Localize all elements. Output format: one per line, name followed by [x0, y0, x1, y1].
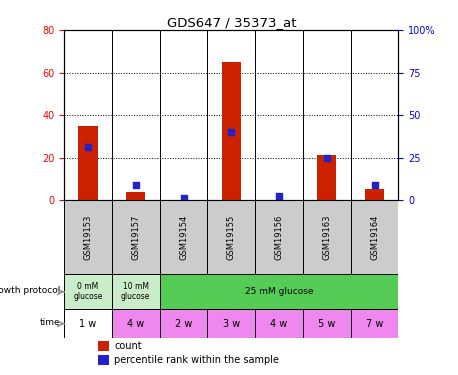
Bar: [160, 309, 207, 338]
Text: 0 mM
glucose: 0 mM glucose: [73, 282, 103, 302]
Text: 3 w: 3 w: [223, 319, 240, 328]
Text: GSM19155: GSM19155: [227, 214, 236, 260]
Bar: [255, 309, 303, 338]
Text: 4 w: 4 w: [270, 319, 288, 328]
Bar: [98, 341, 109, 351]
Text: time: time: [40, 318, 61, 327]
Text: 4 w: 4 w: [127, 319, 144, 328]
Bar: [64, 200, 112, 274]
Point: [323, 154, 331, 160]
Bar: [160, 200, 207, 274]
Text: count: count: [114, 341, 142, 351]
Bar: [365, 189, 384, 200]
Bar: [64, 274, 112, 309]
Text: GSM19153: GSM19153: [83, 214, 93, 260]
Bar: [64, 309, 112, 338]
Text: 5 w: 5 w: [318, 319, 336, 328]
Bar: [207, 200, 255, 274]
Text: growth protocol: growth protocol: [0, 285, 61, 294]
Text: 7 w: 7 w: [366, 319, 383, 328]
Bar: [255, 200, 303, 274]
Point: [180, 195, 187, 201]
Bar: [317, 155, 336, 200]
Text: 10 mM
glucose: 10 mM glucose: [121, 282, 150, 302]
Text: percentile rank within the sample: percentile rank within the sample: [114, 355, 279, 365]
Bar: [303, 200, 351, 274]
Bar: [303, 309, 351, 338]
Text: GSM19164: GSM19164: [370, 214, 379, 260]
Point: [84, 144, 92, 150]
Bar: [126, 192, 145, 200]
Text: 25 mM glucose: 25 mM glucose: [245, 287, 313, 296]
Bar: [222, 62, 241, 200]
Bar: [112, 274, 160, 309]
Title: GDS647 / 35373_at: GDS647 / 35373_at: [167, 16, 296, 29]
Text: GSM19156: GSM19156: [274, 214, 284, 260]
Point: [275, 193, 283, 199]
Bar: [160, 274, 398, 309]
Point: [228, 129, 235, 135]
Bar: [112, 309, 160, 338]
Text: GSM19154: GSM19154: [179, 214, 188, 260]
Bar: [112, 200, 160, 274]
Bar: [98, 355, 109, 364]
Bar: [207, 309, 255, 338]
Text: GSM19163: GSM19163: [322, 214, 331, 260]
Bar: [351, 309, 398, 338]
Text: 1 w: 1 w: [79, 319, 97, 328]
Bar: [351, 200, 398, 274]
Text: 2 w: 2 w: [175, 319, 192, 328]
Point: [371, 182, 378, 188]
Point: [132, 182, 139, 188]
Bar: [78, 126, 98, 200]
Text: GSM19157: GSM19157: [131, 214, 140, 260]
